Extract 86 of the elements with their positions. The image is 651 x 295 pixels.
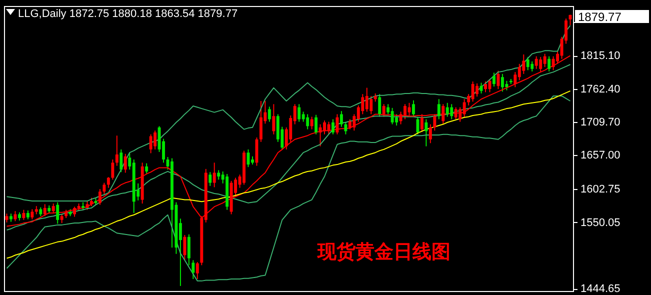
candlestick (534, 56, 538, 70)
candlestick (302, 111, 305, 122)
candlestick (548, 56, 551, 72)
candlestick (348, 118, 352, 130)
candlestick (442, 104, 445, 125)
candlestick (124, 153, 127, 174)
candlestick (424, 118, 428, 147)
candlestick (450, 104, 454, 120)
candlestick (454, 106, 458, 120)
candlestick (56, 202, 60, 224)
y-tick-label: 1762.40 (580, 83, 620, 96)
candlestick (217, 170, 220, 180)
candlestick (437, 98, 440, 120)
y-tick-label: 1815.10 (580, 50, 620, 62)
candlestick (14, 210, 17, 222)
candlestick (22, 209, 26, 220)
candlestick (505, 80, 508, 91)
candlestick (187, 234, 190, 266)
candlestick (518, 63, 521, 81)
candlestick (344, 121, 348, 135)
candlestick (390, 107, 394, 125)
candlestick (192, 260, 195, 280)
y-tick-label: 1602.75 (580, 184, 620, 196)
y-tick-label: 1657.00 (580, 150, 620, 162)
candlestick (420, 114, 424, 132)
candlestick (208, 172, 212, 186)
candlestick (43, 204, 46, 217)
candlestick (492, 72, 496, 88)
candlestick (52, 203, 55, 214)
candlestick (500, 73, 504, 92)
candlestick (484, 80, 487, 93)
candlestick (476, 82, 479, 98)
candlestick (314, 114, 318, 135)
candlestick (310, 116, 314, 130)
candlestick (340, 110, 343, 128)
y-tick-label: 1444.65 (580, 283, 620, 295)
chart-title: LLG,Daily 1872.75 1880.18 1863.54 1879.77 (18, 8, 238, 20)
candlestick (446, 102, 449, 118)
candlestick (382, 104, 386, 118)
candlestick (298, 104, 301, 122)
candlestick (462, 98, 466, 118)
candlestick (336, 114, 339, 135)
candlestick (412, 100, 415, 118)
candlestick (259, 100, 262, 142)
candlestick (496, 70, 500, 90)
y-tick-label: 1550.05 (580, 216, 620, 229)
candlestick (73, 206, 76, 218)
annotation: 现货黄金日线图 (316, 241, 450, 263)
candlestick (361, 94, 364, 115)
candlestick (522, 54, 526, 74)
candlestick (526, 56, 530, 71)
candlestick (370, 95, 373, 115)
candlestick (323, 120, 326, 135)
candlestick (115, 135, 118, 166)
candlestick (306, 114, 310, 130)
candlestick (543, 53, 546, 68)
candlestick (272, 104, 276, 135)
candlestick (365, 87, 368, 112)
candlestick (145, 162, 148, 174)
y-tick-label: 1709.70 (580, 116, 620, 128)
candlestick (196, 262, 199, 280)
candlestick (111, 159, 114, 180)
candlestick (154, 130, 157, 150)
candlestick (416, 116, 420, 135)
candlestick (471, 80, 474, 102)
candlestick (480, 82, 483, 94)
candlestick (268, 106, 271, 122)
candlestick (395, 114, 398, 126)
candlestick (530, 60, 534, 72)
candlestick (183, 234, 186, 261)
candlestick (428, 124, 432, 144)
candlestick (255, 136, 258, 166)
candlestick (404, 104, 406, 120)
candlestick (98, 188, 102, 206)
text: 1879.77 (578, 10, 622, 24)
candlestick (458, 106, 462, 122)
candlestick (120, 148, 123, 173)
candlestick (149, 134, 152, 154)
candlestick (30, 208, 34, 220)
candlestick (102, 182, 106, 195)
candlestick (332, 118, 334, 135)
candlestick (212, 162, 216, 188)
candlestick (106, 176, 110, 188)
candlestick (318, 124, 322, 147)
candlestick (433, 114, 436, 132)
candlestick (378, 94, 382, 118)
